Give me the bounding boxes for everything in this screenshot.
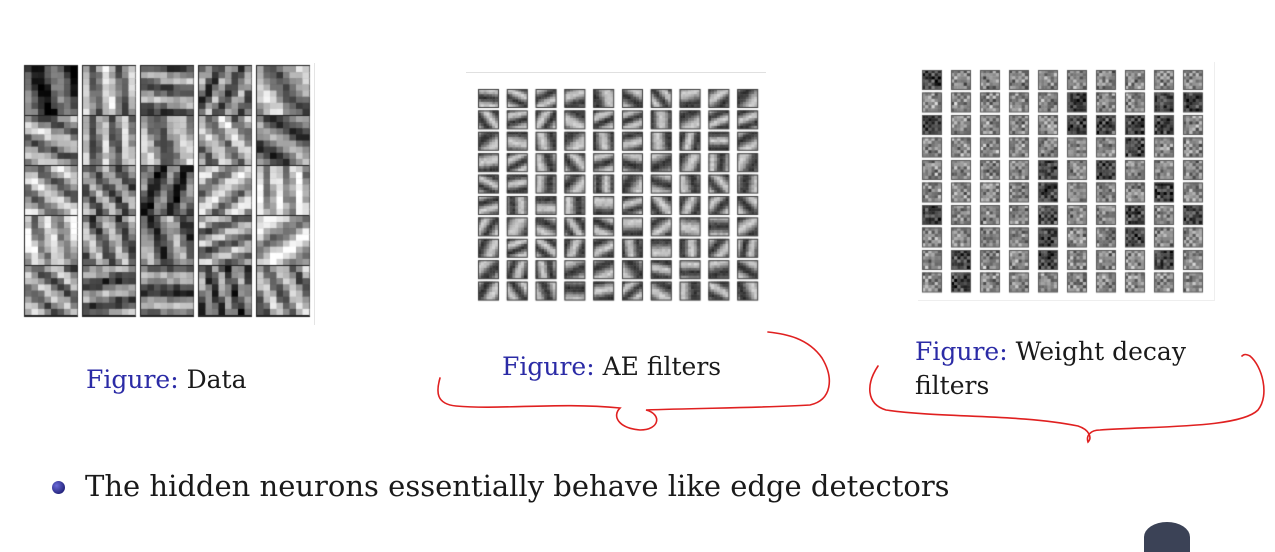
caption-ae-filters: Figure: AE filters [502,350,721,384]
caption-data: Figure: Data [86,363,246,397]
caption-label: Figure: [86,365,179,394]
bullet-item: The hidden neurons essentially behave li… [52,468,950,504]
figure-data-patches [22,63,315,325]
caption-text: AE filters [602,352,722,381]
figure-ae-filters [466,72,766,313]
presenter-avatar [1144,522,1190,552]
data-patches-image [22,63,314,325]
caption-label: Figure: [502,352,595,381]
bullet-dot-icon [52,480,65,494]
caption-text-line2: filters [915,371,990,400]
caption-text: Data [186,365,247,394]
figure-weight-decay-filters [918,62,1215,301]
caption-label: Figure: [915,337,1008,366]
caption-weight-decay-filters: Figure: Weight decay filters [915,335,1186,403]
weight-decay-filters-image [918,62,1214,300]
ae-filters-image [466,73,766,313]
bullet-text: The hidden neurons essentially behave li… [85,469,950,503]
caption-text: Weight decay [1015,337,1186,366]
